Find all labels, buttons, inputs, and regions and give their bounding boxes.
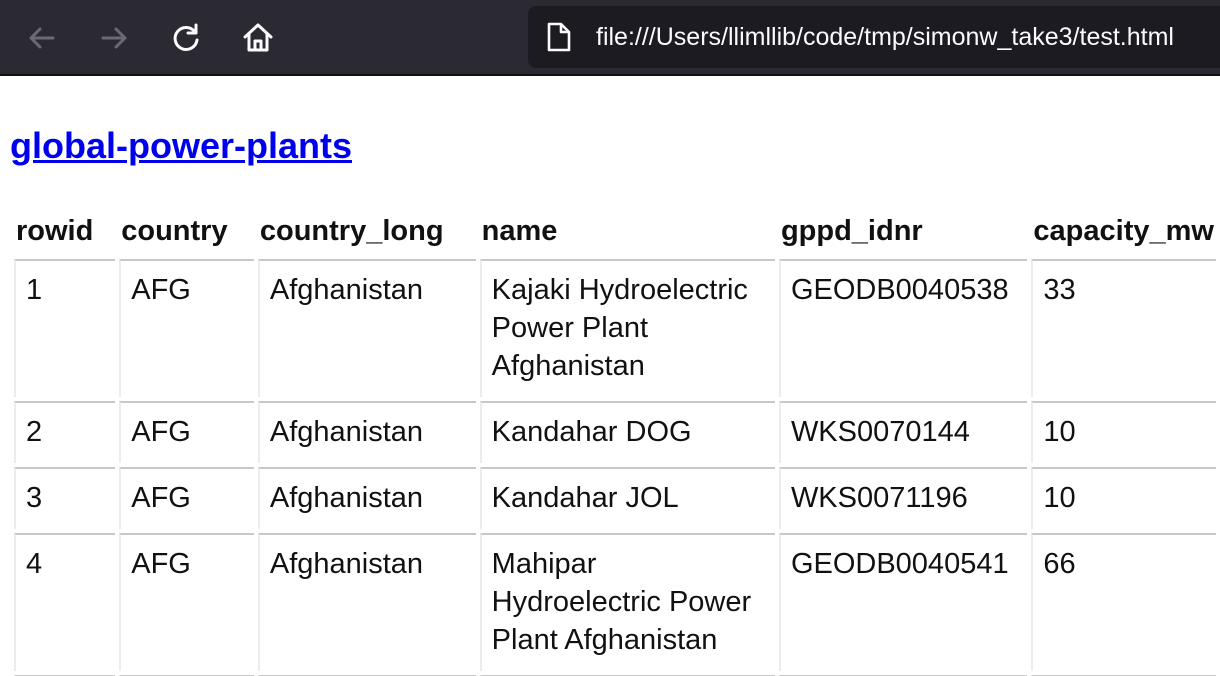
cell-country: AFG xyxy=(119,533,254,671)
cell-name: Kajaki Hydroelectric Power Plant Afghani… xyxy=(479,259,775,397)
cell-gppd-idnr: WKS0071196 xyxy=(778,467,1028,529)
reload-icon xyxy=(169,21,203,55)
home-icon xyxy=(241,21,275,55)
cell-rowid: 3 xyxy=(14,467,116,529)
cell-country: AFG xyxy=(119,467,254,529)
cell-country-long: Afghanistan xyxy=(257,467,476,529)
browser-toolbar: file:///Users/llimllib/code/tmp/simonw_t… xyxy=(0,0,1220,76)
cell-gppd-idnr: WKS0070144 xyxy=(778,401,1028,463)
arrow-right-icon xyxy=(97,21,131,55)
column-header-name[interactable]: name xyxy=(481,214,558,247)
table-header-row: rowid country country_long name gppd_idn… xyxy=(14,207,1216,255)
address-bar[interactable]: file:///Users/llimllib/code/tmp/simonw_t… xyxy=(528,6,1220,68)
home-button[interactable] xyxy=(240,20,276,56)
back-button[interactable] xyxy=(24,20,60,56)
url-text[interactable]: file:///Users/llimllib/code/tmp/simonw_t… xyxy=(596,23,1174,51)
forward-button[interactable] xyxy=(96,20,132,56)
table-row: 2 AFG Afghanistan Kandahar DOG WKS007014… xyxy=(14,401,1216,463)
cell-country: AFG xyxy=(119,401,254,463)
cell-country: AFG xyxy=(119,259,254,397)
cell-rowid: 4 xyxy=(14,533,116,671)
cell-country-long: Afghanistan xyxy=(257,259,476,397)
table-row: 3 AFG Afghanistan Kandahar JOL WKS007119… xyxy=(14,467,1216,529)
cell-capacity-mw: 66 xyxy=(1031,533,1216,671)
page-content: global-power-plants rowid country countr… xyxy=(0,78,1220,676)
cell-country-long: Afghanistan xyxy=(257,533,476,671)
reload-button[interactable] xyxy=(168,20,204,56)
cell-name: Mahipar Hydroelectric Power Plant Afghan… xyxy=(479,533,775,671)
cell-capacity-mw: 10 xyxy=(1031,467,1216,529)
cell-capacity-mw: 33 xyxy=(1031,259,1216,397)
column-header-gppd-idnr[interactable]: gppd_idnr xyxy=(780,214,923,247)
column-header-country[interactable]: country xyxy=(121,214,228,247)
column-header-capacity-mw[interactable]: capacity_mw xyxy=(1033,214,1214,247)
arrow-left-icon xyxy=(25,21,59,55)
cell-gppd-idnr: GEODB0040538 xyxy=(778,259,1028,397)
table-row: 4 AFG Afghanistan Mahipar Hydroelectric … xyxy=(14,533,1216,671)
data-table: rowid country country_long name gppd_idn… xyxy=(10,203,1220,676)
cell-country-long: Afghanistan xyxy=(257,401,476,463)
cell-rowid: 2 xyxy=(14,401,116,463)
table-row: 1 AFG Afghanistan Kajaki Hydroelectric P… xyxy=(14,259,1216,397)
cell-gppd-idnr: GEODB0040541 xyxy=(778,533,1028,671)
column-header-rowid[interactable]: rowid xyxy=(16,214,94,247)
cell-rowid: 1 xyxy=(14,259,116,397)
cell-name: Kandahar DOG xyxy=(479,401,775,463)
cell-capacity-mw: 10 xyxy=(1031,401,1216,463)
page-icon xyxy=(546,22,572,57)
cell-name: Kandahar JOL xyxy=(479,467,775,529)
database-title-link[interactable]: global-power-plants xyxy=(10,125,352,166)
column-header-country-long[interactable]: country_long xyxy=(259,214,444,247)
